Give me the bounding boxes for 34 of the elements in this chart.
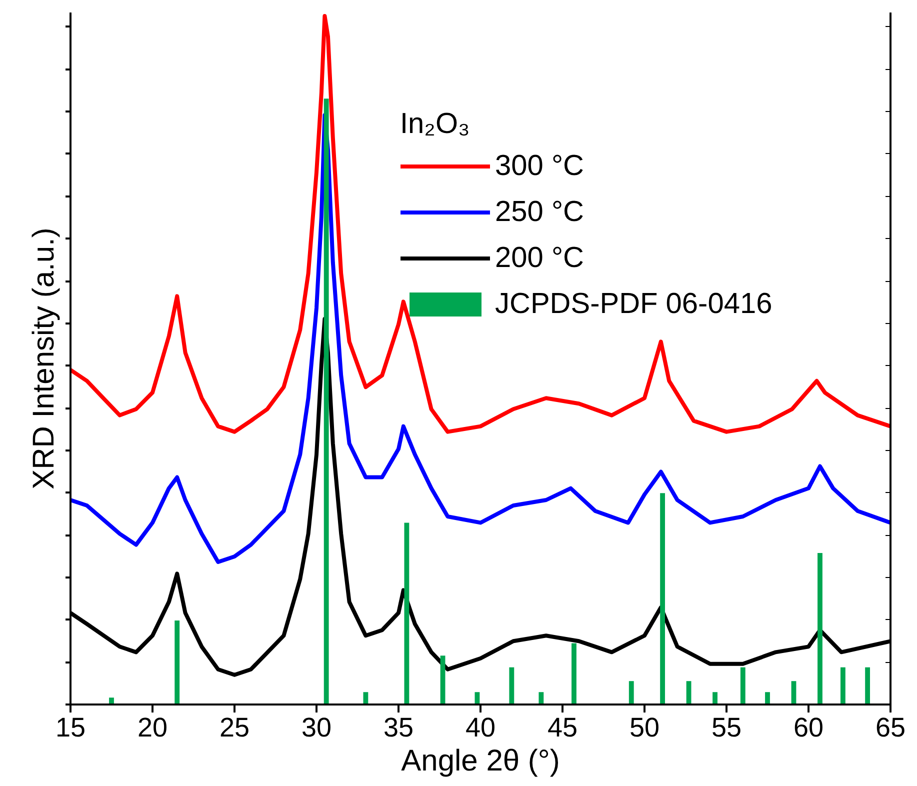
bar	[174, 620, 180, 704]
bar	[840, 667, 846, 704]
x-tick-label: 60	[793, 712, 824, 742]
bar	[572, 643, 576, 704]
bar	[865, 667, 870, 704]
bar	[765, 692, 770, 704]
bar	[818, 553, 822, 704]
legend-label: 250 °C	[495, 194, 584, 230]
legend-label: 300 °C	[495, 148, 584, 184]
bar	[628, 681, 634, 704]
bar	[712, 692, 718, 704]
bar	[440, 656, 446, 704]
x-tick-label: 25	[219, 712, 250, 742]
bar	[538, 692, 544, 704]
legend-label: JCPDS-PDF 06-0416	[495, 286, 772, 322]
bar	[324, 98, 329, 704]
x-tick-label: 35	[383, 712, 414, 742]
x-tick-label: 55	[711, 712, 742, 742]
y-axis-title: XRD Intensity (a.u.)	[28, 228, 60, 490]
bar	[509, 667, 514, 704]
x-tick-label: 65	[875, 712, 906, 742]
bar	[660, 493, 665, 704]
bar	[404, 522, 410, 704]
x-tick-label: 50	[629, 712, 660, 742]
x-tick-label: 15	[55, 712, 86, 742]
bar	[740, 667, 746, 704]
x-tick-label: 40	[465, 712, 496, 742]
legend-label: 200 °C	[495, 240, 584, 276]
x-tick-label: 30	[301, 712, 332, 742]
x-tick-label: 45	[547, 712, 578, 742]
x-tick-label: 20	[137, 712, 168, 742]
bar	[363, 692, 368, 704]
x-axis-title: Angle 2θ (°)	[401, 744, 560, 778]
legend-title: In₂O₃	[400, 108, 471, 141]
